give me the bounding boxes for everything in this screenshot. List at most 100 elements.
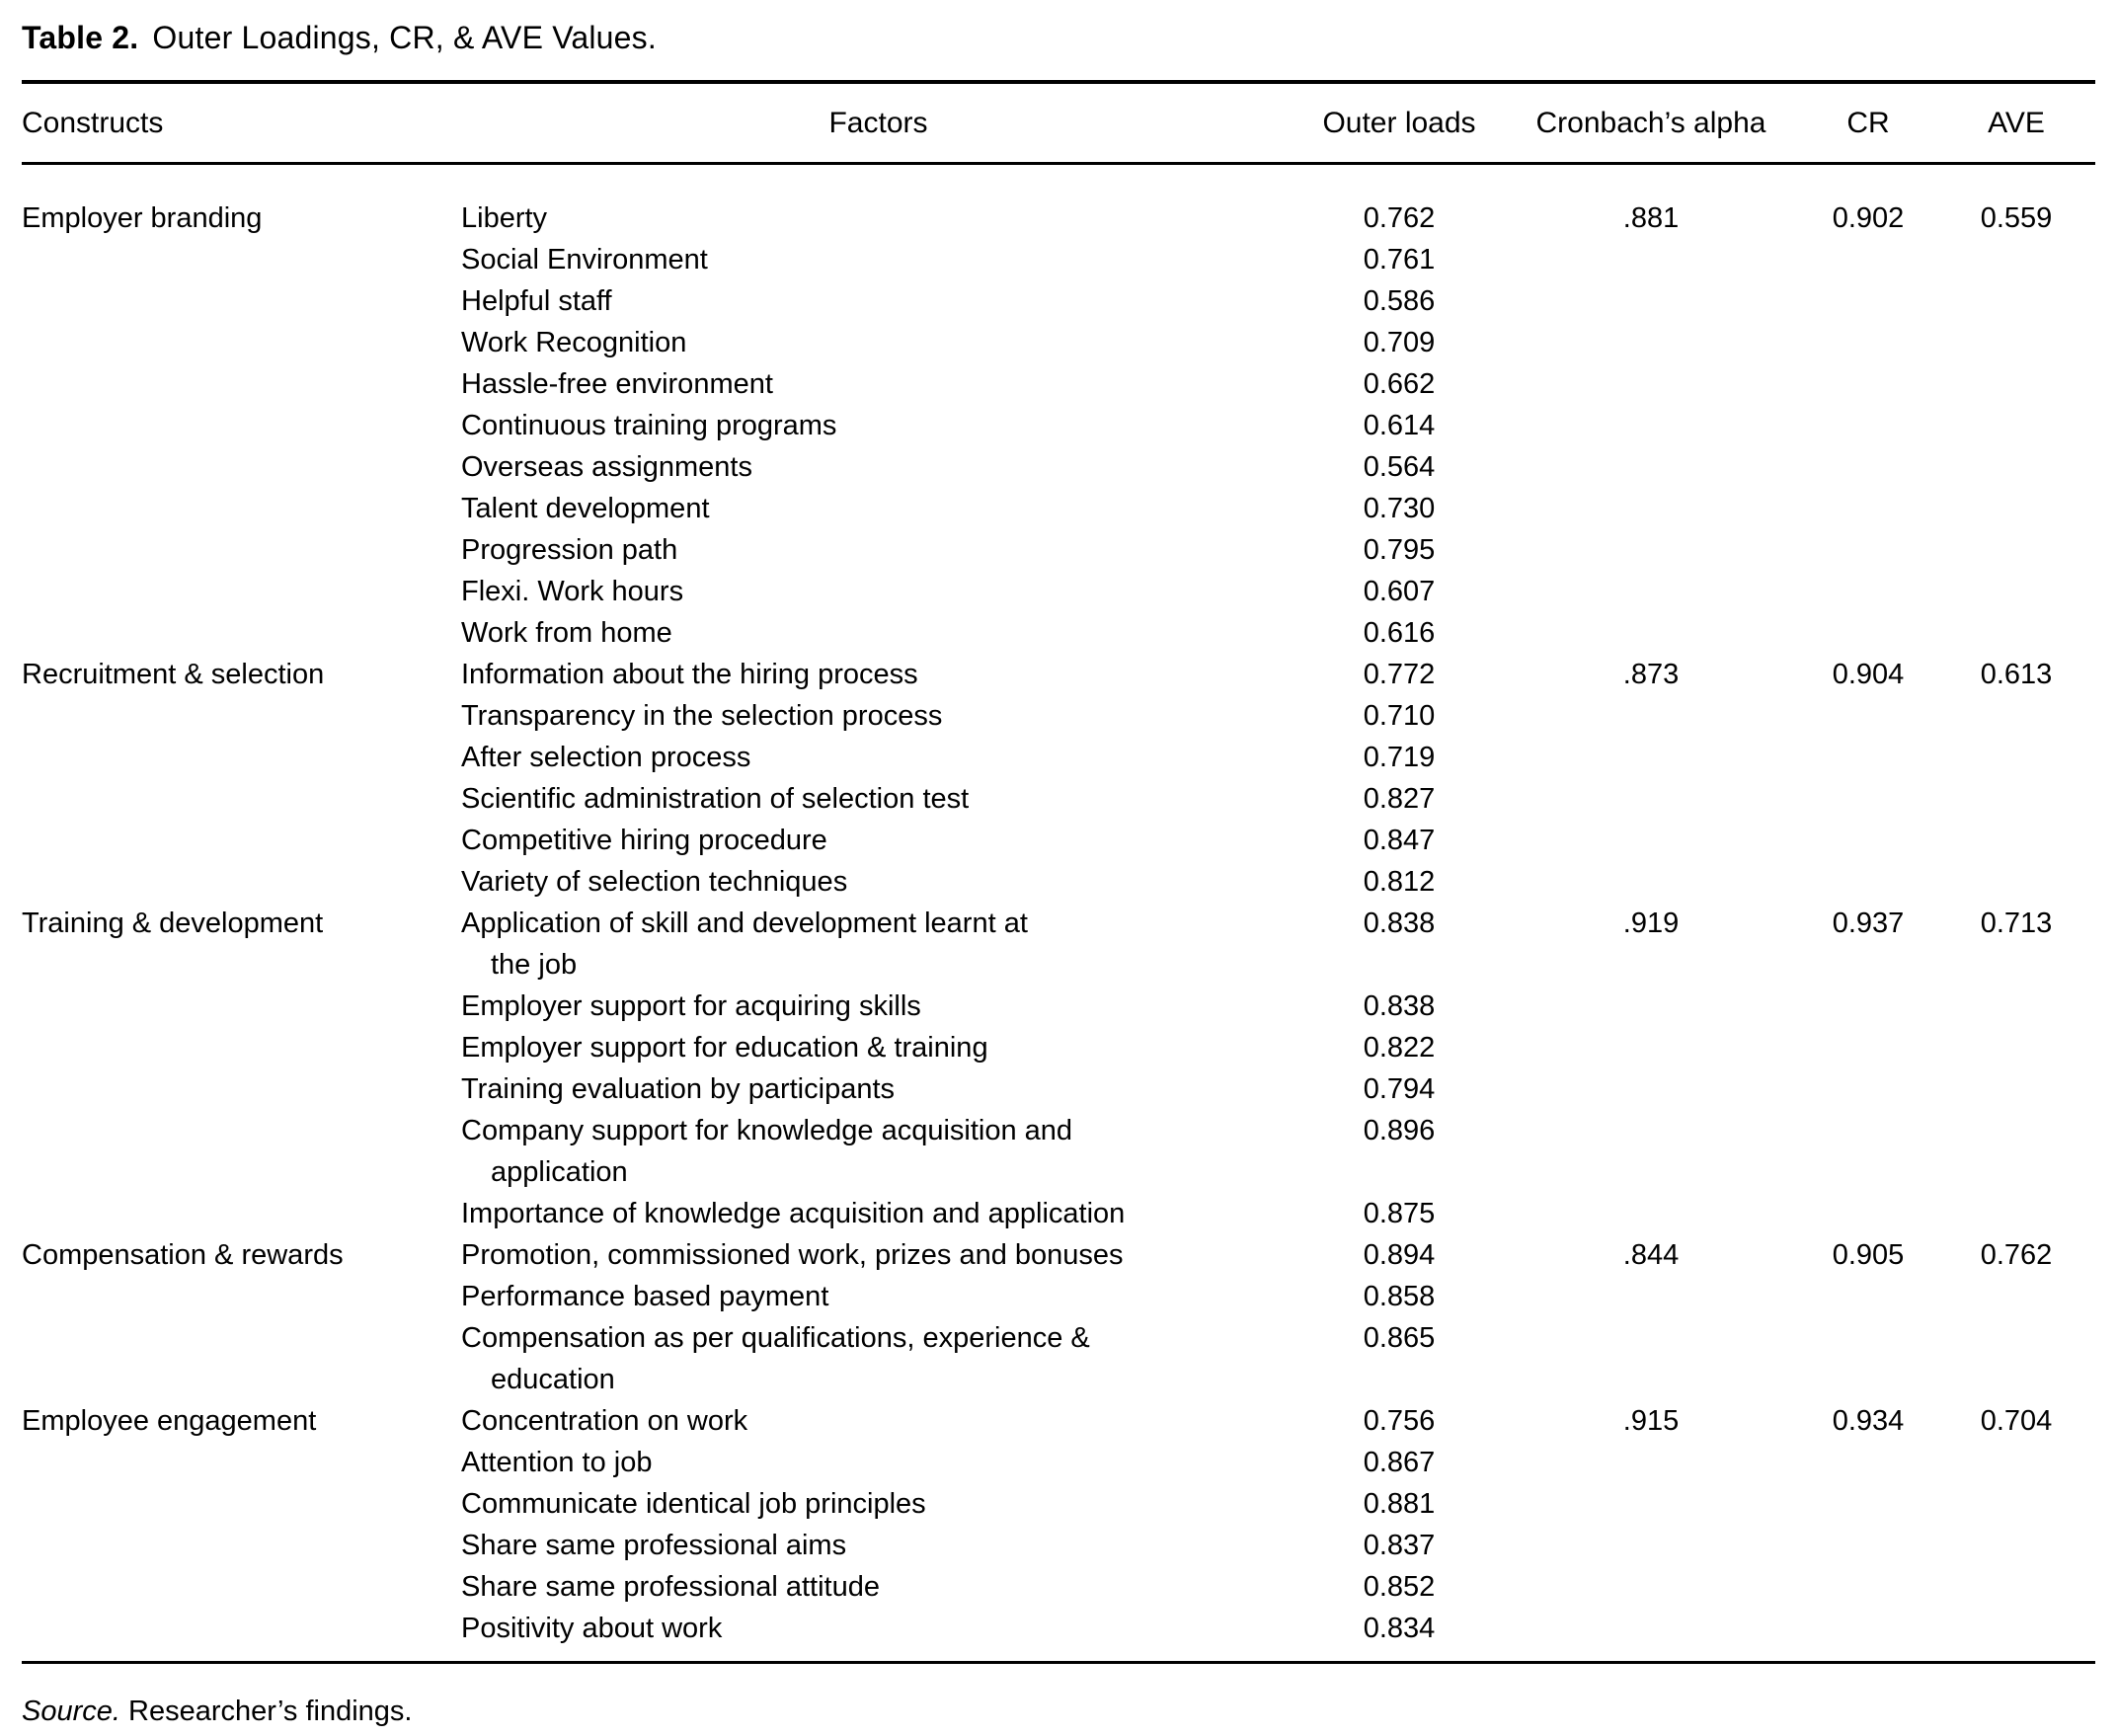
factor-cell: Compensation as per qualifications, expe… [461,1322,1090,1395]
outer-loads-cell: 0.894 [1363,1239,1436,1271]
ave-cell [1937,405,2095,446]
cronbachs-alpha-cell [1503,1110,1799,1193]
outer-loads-cell: 0.896 [1363,1115,1436,1146]
factor-cell: Positivity about work [461,1613,723,1644]
cronbachs-alpha-cell [1503,1442,1799,1483]
table-row: Talent development 0.730 [22,488,2095,529]
cr-cell [1799,737,1937,778]
table-row: Progression path 0.795 [22,529,2095,571]
ave-cell: 0.762 [1980,1239,2053,1271]
factor-cell: Hassle-free environment [461,368,773,400]
cronbachs-alpha-cell [1503,488,1799,529]
construct-cell [22,695,461,737]
ave-cell [1937,1193,2095,1234]
construct-cell [22,446,461,488]
table-row: Training & development Application of ski… [22,903,2095,986]
outer-loads-cell: 0.762 [1363,202,1436,234]
outer-loads-cell: 0.794 [1363,1073,1436,1105]
outer-loads-cell: 0.867 [1363,1447,1436,1478]
ave-cell [1937,1483,2095,1525]
factor-cell: Continuous training programs [461,410,837,441]
cronbachs-alpha-cell [1503,612,1799,654]
ave-cell [1937,446,2095,488]
construct-cell [22,1525,461,1566]
table-row: Variety of selection techniques 0.812 [22,861,2095,903]
table-row: Training evaluation by participants 0.794 [22,1068,2095,1110]
table-row: Recruitment & selection Information about… [22,654,2095,695]
cronbachs-alpha-cell [1503,1193,1799,1234]
factor-cell: Information about the hiring process [461,659,918,690]
construct-cell: Employer branding [22,202,263,234]
table-row: Performance based payment 0.858 [22,1276,2095,1317]
table-row: Employer branding Liberty 0.762 .881 0.902 0.… [22,164,2095,240]
table-row: Employee engagement Concentration on work… [22,1400,2095,1442]
outer-loads-cell: 0.564 [1363,451,1436,483]
cronbachs-alpha-cell: .919 [1622,907,1680,939]
ave-cell [1937,986,2095,1027]
ave-cell: 0.713 [1980,907,2053,939]
ave-cell: 0.704 [1980,1405,2053,1437]
outer-loads-cell: 0.772 [1363,659,1436,690]
construct-cell [22,820,461,861]
cronbachs-alpha-cell [1503,363,1799,405]
construct-cell [22,612,461,654]
outer-loads-cell: 0.586 [1363,285,1436,317]
factor-cell: Communicate identical job principles [461,1488,926,1520]
outer-loads-cell: 0.614 [1363,410,1436,441]
table-row: Helpful staff 0.586 [22,280,2095,322]
table-row: Positivity about work 0.834 [22,1608,2095,1663]
factor-cell: Employer support for education & trainin… [461,1032,988,1064]
cr-cell: 0.904 [1832,659,1905,690]
factor-cell: Importance of knowledge acquisition and … [461,1198,1126,1229]
table-row: Share same professional aims 0.837 [22,1525,2095,1566]
ave-cell [1937,1068,2095,1110]
source-note: Source. Researcher’s findings. [22,1692,2095,1731]
outer-loads-cell: 0.662 [1363,368,1436,400]
ave-cell [1937,488,2095,529]
cr-cell [1799,1027,1937,1068]
outer-loads-cell: 0.756 [1363,1405,1436,1437]
ave-cell [1937,529,2095,571]
outer-loads-cell: 0.710 [1363,700,1436,732]
header-row: Constructs Factors Outer loads Cronbach’… [22,82,2095,165]
cr-cell [1799,820,1937,861]
factor-cell: Concentration on work [461,1405,748,1437]
outer-loads-cell: 0.719 [1363,742,1436,773]
outer-loads-cell: 0.852 [1363,1571,1436,1603]
construct-cell [22,737,461,778]
table-row: Compensation as per qualifications, expe… [22,1317,2095,1400]
construct-cell [22,1193,461,1234]
factor-cell: Transparency in the selection process [461,700,943,732]
ave-cell [1937,612,2095,654]
outer-loadings-table: Constructs Factors Outer loads Cronbach’… [22,80,2095,1664]
table-row: Work from home 0.616 [22,612,2095,654]
cr-cell [1799,239,1937,280]
ave-cell [1937,363,2095,405]
ave-cell [1937,1442,2095,1483]
factor-cell: Scientific administration of selection t… [461,783,970,815]
construct-cell [22,529,461,571]
ave-cell [1937,737,2095,778]
cronbachs-alpha-cell: .873 [1622,659,1680,690]
table-row: After selection process 0.719 [22,737,2095,778]
factor-cell: Progression path [461,534,678,566]
factor-cell: Employer support for acquiring skills [461,990,921,1022]
construct-cell: Recruitment & selection [22,659,325,690]
ave-cell [1937,820,2095,861]
construct-cell [22,322,461,363]
construct-cell [22,1483,461,1525]
construct-cell [22,1110,461,1193]
cronbachs-alpha-cell [1503,1276,1799,1317]
cr-cell [1799,1566,1937,1608]
col-header-cronbachs-alpha: Cronbach’s alpha [1503,82,1799,165]
table-row: Communicate identical job principles 0.88… [22,1483,2095,1525]
construct-cell [22,1027,461,1068]
construct-cell [22,405,461,446]
col-header-factors: Factors [461,82,1295,165]
table-row: Competitive hiring procedure 0.847 [22,820,2095,861]
col-header-cr: CR [1799,82,1937,165]
cr-cell [1799,1608,1937,1663]
cr-cell [1799,986,1937,1027]
cr-cell [1799,488,1937,529]
